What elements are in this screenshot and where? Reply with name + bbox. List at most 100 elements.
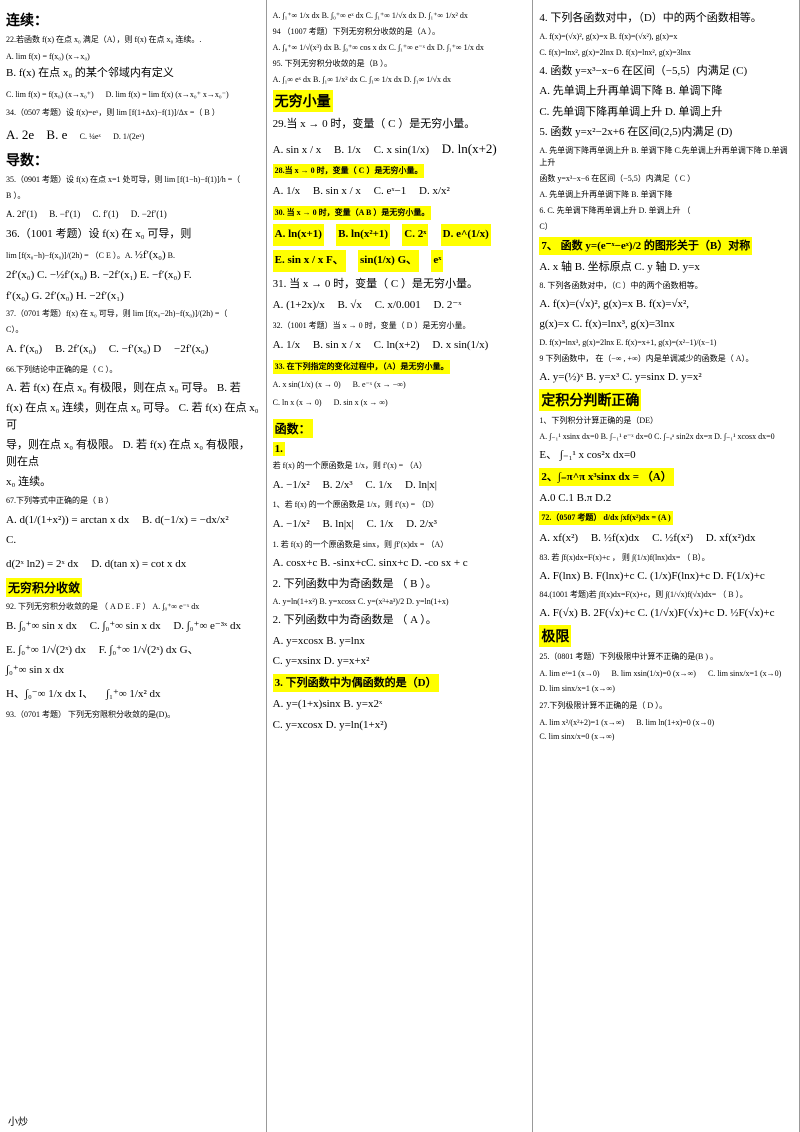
q36-b: B. xyxy=(168,251,175,260)
q67: 67.下列等式中正确的是（ B ） xyxy=(6,495,260,507)
q3-a: A. y=(1+x)sinx B. y=x2ˣ xyxy=(273,696,527,713)
heading-continuity: 连续： xyxy=(6,10,260,30)
q1b-d: D. 2/x³ xyxy=(406,515,437,535)
q30-options: A. ln(x+1) B. ln(x²+1) C. 2ˣ D. e^(1/x) xyxy=(273,224,527,246)
q36-row3: f′(x₀) G. 2f′(x₀) H. −2f′(x₁) xyxy=(6,288,260,305)
q66-b: f(x) 在点 x₀ 连续，则在点 x₀ 可导。 C. 若 f(x) 在点 x₀… xyxy=(6,400,260,433)
c3-q1-a: A. ∫₋₁¹ xsinx dx=0 B. ∫₋₁¹ e⁻ˣ dx=0 C. ∫… xyxy=(539,431,793,443)
q31-options: A. (1+2x)/x B. √x C. x/0.001 D. 2⁻ˣ xyxy=(273,296,527,316)
q1-d: D. ln|x| xyxy=(405,476,437,496)
q27: 27.下列极限计算不正确的是（ D ）。 xyxy=(539,700,793,712)
q72-d: D. xf(x²)dx xyxy=(706,529,756,549)
q8: 8. 下列各函数对中，（C ）中的两个函数相等。 xyxy=(539,280,793,292)
q92-row2: E. ∫₀⁺∞ 1/√(2ˣ) dx F. ∫₀⁺∞ 1/√(2ˣ) dx G、… xyxy=(6,641,260,681)
q27-b: B. lim ln(1+x)=0 (x→0) xyxy=(636,716,714,730)
page-footer: 小炒 xyxy=(8,1113,28,1128)
q22-c: C. lim f(x) = f(x₀) (x→x₀⁺) xyxy=(6,88,94,102)
q3-hl: 3. 下列函数中为偶函数的是（D） xyxy=(273,674,439,693)
q3: 3. 下列函数中为偶函数的是（D） xyxy=(273,674,527,693)
q2b: 2. 下列函数中为奇函数是 （ A ）。 xyxy=(273,612,527,629)
q36: 36.（1001 考题）设 f(x) 在 x₀ 可导，则 xyxy=(6,226,260,243)
hl-limit: 极限 xyxy=(539,625,571,647)
q4b: 4. 函数 y=x³−x−6 在区间（−5,5）内满足 (C) xyxy=(539,63,793,80)
q33-options-2: C. ln x (x → 0) D. sin x (x → ∞) xyxy=(273,396,527,410)
q32-options: A. 1/x B. sin x / x C. ln(x+2) D. x sin(… xyxy=(273,336,527,356)
q1b-a: A. −1/x² xyxy=(273,515,310,535)
q31-b: B. √x xyxy=(337,296,361,316)
q33-options: A. x sin(1/x) (x → 0) B. e⁻ˣ (x → −∞) xyxy=(273,378,527,392)
q22: 22.若函数 f(x) 在点 x₀ 满足（A），则 f(x) 在点 x₀ 连续。… xyxy=(6,34,260,46)
q33-b: B. e⁻ˣ (x → −∞) xyxy=(353,378,406,392)
q92-h: H、∫₀⁻∞ 1/x dx I、 xyxy=(6,685,93,705)
q28-c: C. eˣ−1 xyxy=(374,182,407,202)
q32-a: A. 1/x xyxy=(273,336,301,356)
q30-options-2: E. sin x / x F、 sin(1/x) G、 eˣ xyxy=(273,250,527,272)
q37-c: C. −f′(x₀) D xyxy=(109,340,161,360)
hl-improper: 无穷积分收敛 xyxy=(6,578,82,597)
q5-opts: A. 先单调下降再单调上升 B. 单调下降 C.先单调上升再单调下降 D.单调上… xyxy=(539,145,793,169)
q66-d: x₀ 连续。 xyxy=(6,474,260,491)
q67-row2: d(2ˣ ln2) = 2ˣ dx xyxy=(6,555,78,575)
heading-derivative: 导数： xyxy=(6,150,260,170)
q33-d: D. sin x (x → ∞) xyxy=(334,396,388,410)
q72-a: A. xf(x²) xyxy=(539,529,578,549)
q92-row1: B. ∫₀⁺∞ sin x dx C. ∫₀⁺∞ sin x dx D. ∫₀⁺… xyxy=(6,617,260,637)
q72-options: A. xf(x²) B. ½f(x)dx C. ½f(x²) D. xf(x²)… xyxy=(539,529,793,549)
q84: 84.(1001 考题)若 ∫f(x)dx=F(x)+c，则 ∫(1/√x)f(… xyxy=(539,589,793,601)
q4-a: A. f(x)=(√x)², g(x)=x B. f(x)=(√x²), g(x… xyxy=(539,31,793,43)
q35-c: C. f′(1) xyxy=(93,206,119,222)
q36-lim-text: lim [f(x₀−h)−f(x₀)]/(2h) = （C E ）。A. xyxy=(6,251,133,260)
q33-hl: 33. 在下列指定的变化过程中，（A）是无穷小量。 xyxy=(273,360,451,374)
q32-b: B. sin x / x xyxy=(313,336,361,356)
q33: 33. 在下列指定的变化过程中，（A）是无穷小量。 xyxy=(273,360,527,374)
q31-d: D. 2⁻ˣ xyxy=(433,296,461,316)
q37-a: A. f′(x₀) xyxy=(6,340,42,360)
q94: 94 （1007 考题）下列无穷积分收敛的是（A ）。 xyxy=(273,26,527,38)
q72-b: B. ½f(x)dx xyxy=(591,529,640,549)
q67-d: D. d(tan x) = cot x dx xyxy=(91,555,186,575)
q34-d: D. 1/(2eˣ) xyxy=(113,130,144,144)
q37-d: −2f′(x₀) xyxy=(174,340,208,360)
q5: 5. 函数 y=x²−2x+6 在区间(2,5)内满足 (D) xyxy=(539,124,793,141)
q1c-opts: A. cosx+c B. -sinx+cC. sinx+c D. -co sx … xyxy=(273,555,527,572)
hl-definite: 定积分判断正确 xyxy=(539,389,641,411)
q25-a: A. lim eˣ=1 (x→0) xyxy=(539,667,599,681)
column-3: 4. 下列各函数对中，（D）中的两个函数相等。 A. f(x)=(√x)², g… xyxy=(533,0,800,1132)
q34-options: A. 2e B. e C. ¼eˣ D. 1/(2eˣ) xyxy=(6,123,260,146)
q92-f: F. ∫₀⁺∞ 1/√(2ˣ) dx G、 xyxy=(99,641,199,661)
heading-infinitesimal: 无穷小量 xyxy=(273,90,527,112)
q4b-a: A. 先单调上升再单调下降 B. 单调下降 xyxy=(539,83,793,100)
q94-opts: A. ∫₀⁺∞ 1/√(x³) dx B. ∫₀⁺∞ cos x dx C. ∫… xyxy=(273,42,527,54)
q28-b: B. sin x / x xyxy=(313,182,361,202)
q72-c: C. ½f(x²) xyxy=(652,529,693,549)
q3-c: C. y=xcosx D. y=ln(1+x²) xyxy=(273,717,527,734)
q95: 95. 下列无穷积分收敛的是（B ）。 xyxy=(273,58,527,70)
q8-b: g(x)=x C. f(x)=lnx³, g(x)=3lnx xyxy=(539,316,793,333)
q29-a: A. sin x / x xyxy=(273,141,322,161)
q37-options: A. f′(x₀) B. 2f′(x₀) C. −f′(x₀) D −2f′(x… xyxy=(6,340,260,360)
q4: 4. 下列各函数对中，（D）中的两个函数相等。 xyxy=(539,10,793,27)
q30-a: A. ln(x+1) xyxy=(273,224,324,246)
q1-c: C. 1/x xyxy=(365,476,392,496)
q28-d: D. x/x² xyxy=(419,182,450,202)
hl-infinitesimal: 无穷小量 xyxy=(273,90,333,112)
q5b: 函数 y=x³−x−6 在区间（−5,5）内满足（ C ） xyxy=(539,173,793,185)
q22-b: B. f(x) 在点 x₀ 的某个邻域内有定义 xyxy=(6,64,174,84)
q29: 29.当 x → 0 时，变量（ C ）是无穷小量。 xyxy=(273,116,527,133)
q27-a: A. lim x²/(x²+2)=1 (x→∞) xyxy=(539,716,624,730)
q36-lim: lim [f(x₀−h)−f(x₀)]/(2h) = （C E ）。A. ½f′… xyxy=(6,247,260,264)
q2b-c: C. y=xsinx D. y=x+x² xyxy=(273,653,527,670)
q5b-c: 6. C. 先单调下降再单调上升 D. 单调上升 （ xyxy=(539,205,793,217)
q36-row2: 2f′(x₀) C. −½f′(x₀) B. −2f′(x₁) E. −f′(x… xyxy=(6,267,260,284)
heading-limit: 极限 xyxy=(539,625,793,647)
q67-b: B. d(−1/x) = −dx/x² xyxy=(142,511,229,531)
q22-a: A. lim f(x) = f(x₀) (x→x₀) xyxy=(6,50,90,64)
q4-c: C. f(x)=lnx², g(x)=2lnx D. f(x)=lnx², g(… xyxy=(539,47,793,59)
q34-b: B. e xyxy=(46,123,67,146)
q22-d: D. lim f(x) = lim f(x) (x→x₀⁺ x→x₀⁻) xyxy=(106,88,229,102)
q7: 7、 函数 y=(e⁻ˣ−eˣ)/2 的图形关于（B）对称 xyxy=(539,237,793,256)
heading-improper-integral: 无穷积分收敛 xyxy=(6,578,260,597)
q28: 28.当 x → 0 时，变量（ C ）是无穷小量。 xyxy=(273,164,527,178)
q29-b: B. 1/x xyxy=(334,141,361,161)
q72: 72.（0507 考题） d/dx ∫xf(x²)dx = (A ) xyxy=(539,511,793,525)
